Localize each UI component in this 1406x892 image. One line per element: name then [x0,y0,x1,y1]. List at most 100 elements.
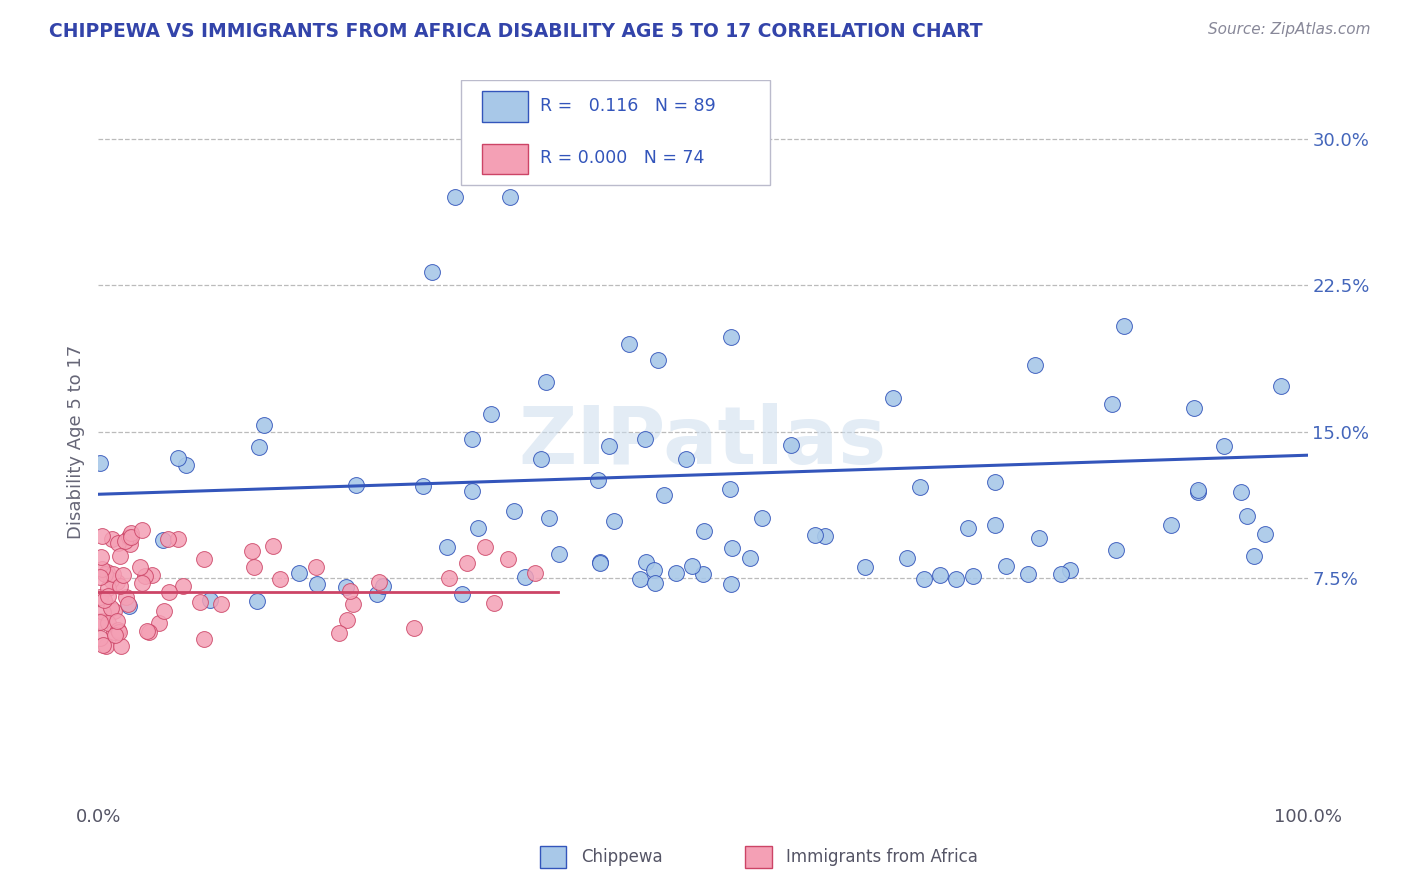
Point [751,510,773,524]
Point [366,586,388,600]
Point [305,560,328,574]
Point [328,626,350,640]
Point [131,575,153,590]
Point [444,190,467,204]
Point [193,552,215,566]
Point [339,584,361,599]
Point [537,511,560,525]
Point [110,549,132,563]
Point [134,569,156,583]
Point [1230,485,1253,500]
Point [167,532,190,546]
Point [157,585,180,599]
Point [461,483,484,498]
Point [128,560,150,574]
Point [89,570,111,584]
Point [675,451,697,466]
Point [548,547,571,561]
Point [643,563,665,577]
Point [1059,563,1081,577]
Point [96,640,118,654]
Point [644,576,666,591]
Point [114,534,136,549]
Point [94,567,117,582]
Point [97,589,120,603]
Point [603,514,626,528]
Point [198,593,221,607]
Point [665,566,688,580]
Point [148,616,170,631]
Point [103,624,125,639]
Point [131,523,153,537]
Point [114,591,136,605]
Point [912,572,935,586]
Point [461,433,484,447]
Point [813,529,835,543]
Point [110,639,132,653]
Point [628,572,651,586]
Point [536,376,558,390]
Point [957,521,980,535]
Point [634,555,657,569]
Point [984,517,1007,532]
Text: CHIPPEWA VS IMMIGRANTS FROM AFRICA DISABILITY AGE 5 TO 17 CORRELATION CHART: CHIPPEWA VS IMMIGRANTS FROM AFRICA DISAB… [49,22,983,41]
Point [1050,566,1073,581]
Point [647,352,669,367]
Text: ZIPatlas: ZIPatlas [519,402,887,481]
Point [456,556,478,570]
Point [249,441,271,455]
FancyBboxPatch shape [540,847,567,868]
Point [136,624,159,639]
Point [305,577,328,591]
Text: Immigrants from Africa: Immigrants from Africa [786,848,979,866]
Point [100,601,122,615]
Point [1017,567,1039,582]
Point [91,638,114,652]
Point [589,556,612,570]
Point [193,632,215,646]
Point [240,544,263,558]
Point [346,477,368,491]
Point [589,555,612,569]
Point [93,592,115,607]
Point [90,614,112,628]
Point [243,559,266,574]
Point [97,615,120,630]
Point [188,595,211,609]
Point [450,587,472,601]
Point [90,529,112,543]
Point [117,597,139,611]
Point [945,572,967,586]
Point [515,570,537,584]
Text: Chippewa: Chippewa [581,848,662,866]
Point [437,571,460,585]
Point [1028,531,1050,545]
Point [1270,379,1292,393]
Point [1105,543,1128,558]
Point [336,613,359,627]
Point [1024,358,1046,372]
Point [253,418,276,433]
Point [342,597,364,611]
Point [93,605,115,619]
Point [1101,397,1123,411]
Point [1254,527,1277,541]
Point [152,533,174,547]
Point [530,452,553,467]
Point [598,439,620,453]
Point [105,615,128,629]
Point [120,530,142,544]
Point [738,551,761,566]
Point [138,625,160,640]
Point [1187,483,1209,497]
Point [882,391,904,405]
Point [681,559,703,574]
Point [420,265,443,279]
Point [209,597,232,611]
Point [1236,508,1258,523]
Point [804,528,827,542]
Point [1187,484,1209,499]
Point [90,561,112,575]
Point [1160,518,1182,533]
Point [101,532,124,546]
